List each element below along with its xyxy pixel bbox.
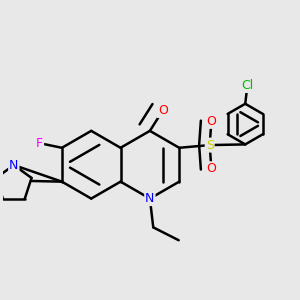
Text: F: F	[36, 137, 43, 150]
Text: Cl: Cl	[241, 79, 253, 92]
Text: O: O	[206, 115, 216, 128]
Text: S: S	[206, 139, 214, 152]
Text: N: N	[145, 192, 154, 205]
Text: N: N	[9, 159, 19, 172]
Text: O: O	[158, 104, 168, 117]
Text: O: O	[206, 162, 216, 175]
